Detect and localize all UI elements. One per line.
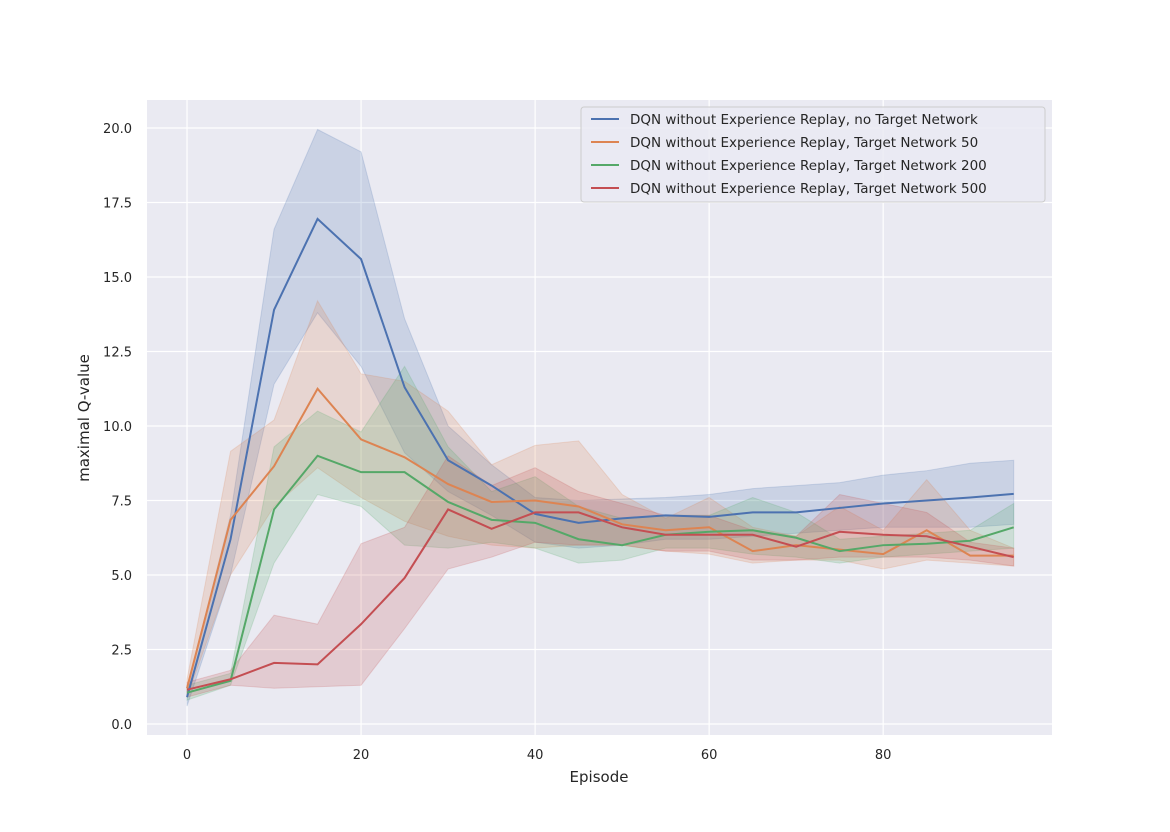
x-tick-label: 60: [701, 748, 718, 763]
y-tick-label: 7.5: [111, 494, 132, 509]
legend-entry: DQN without Experience Replay, Target Ne…: [630, 181, 987, 197]
y-tick-label: 10.0: [103, 420, 132, 435]
y-tick-label: 20.0: [103, 122, 132, 137]
y-tick-label: 15.0: [103, 271, 132, 286]
y-axis-label: maximal Q-value: [75, 354, 93, 482]
legend-entry: DQN without Experience Replay, Target Ne…: [630, 158, 987, 174]
legend-entry: DQN without Experience Replay, no Target…: [630, 112, 978, 128]
y-tick-label: 17.5: [103, 197, 132, 212]
legend: DQN without Experience Replay, no Target…: [581, 107, 1045, 202]
x-tick-label: 80: [875, 748, 892, 763]
y-tick-label: 12.5: [103, 345, 132, 360]
y-tick-label: 0.0: [111, 718, 132, 733]
y-tick-label: 2.5: [111, 643, 132, 658]
x-tick-label: 20: [353, 748, 370, 763]
x-tick-label: 40: [527, 748, 544, 763]
y-tick-label: 5.0: [111, 569, 132, 584]
x-tick-label: 0: [183, 748, 191, 763]
x-axis-label: Episode: [570, 768, 629, 786]
legend-entry: DQN without Experience Replay, Target Ne…: [630, 135, 978, 151]
